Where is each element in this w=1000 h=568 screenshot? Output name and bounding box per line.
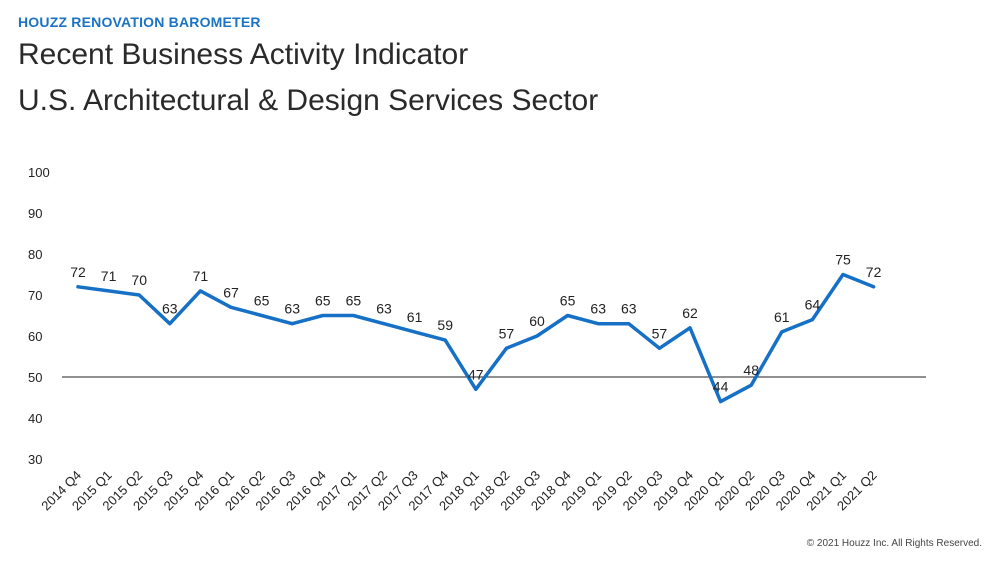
data-label: 63 (590, 301, 606, 317)
data-point (657, 346, 661, 350)
data-point (76, 285, 80, 289)
data-point (627, 322, 631, 326)
data-label: 65 (315, 293, 331, 309)
y-tick-label: 70 (28, 288, 42, 303)
data-label: 63 (376, 301, 392, 317)
data-label: 61 (407, 309, 423, 325)
data-label: 60 (529, 313, 545, 329)
data-label: 70 (131, 272, 147, 288)
data-point (168, 322, 172, 326)
data-point (107, 289, 111, 293)
data-point (841, 273, 845, 276)
chart-title-line-1: Recent Business Activity Indicator (18, 38, 469, 71)
data-point (229, 305, 233, 309)
series-line (76, 272, 876, 404)
copyright-notice: © 2021 Houzz Inc. All Rights Reserved. (806, 538, 982, 549)
data-label: 44 (713, 379, 729, 395)
data-label: 65 (560, 293, 576, 309)
data-point (749, 383, 753, 387)
data-label: 61 (774, 309, 790, 325)
y-tick-label: 100 (28, 165, 50, 180)
y-tick-label: 40 (28, 411, 42, 426)
data-label: 59 (437, 317, 453, 333)
data-point (719, 400, 723, 404)
chart-title-line-2: U.S. Architectural & Design Services Sec… (18, 84, 599, 117)
y-tick-label: 60 (28, 329, 42, 344)
data-label: 65 (254, 293, 270, 309)
data-label: 57 (652, 325, 668, 341)
data-label: 57 (499, 325, 515, 341)
data-label: 67 (223, 284, 239, 300)
data-label: 71 (101, 268, 117, 284)
data-label: 48 (743, 362, 759, 378)
data-label: 47 (468, 366, 484, 382)
data-label: 64 (805, 297, 821, 313)
data-point (596, 322, 600, 326)
kicker-label: HOUZZ RENOVATION BAROMETER (18, 14, 261, 30)
y-tick-label: 80 (28, 247, 42, 262)
data-point (504, 346, 508, 350)
data-point (780, 330, 784, 334)
data-point (137, 293, 141, 297)
data-point (321, 314, 325, 317)
data-label: 63 (284, 301, 300, 317)
data-label: 72 (70, 264, 86, 280)
data-point (566, 314, 570, 317)
data-point (413, 330, 417, 334)
y-tick-label: 90 (28, 206, 42, 221)
data-point (382, 322, 386, 326)
data-label: 62 (682, 305, 698, 321)
data-point (688, 326, 692, 330)
data-point (290, 322, 294, 326)
data-point (535, 334, 539, 338)
data-point (443, 338, 447, 342)
y-tick-label: 50 (28, 370, 42, 385)
data-point (474, 387, 478, 391)
data-point (872, 285, 876, 289)
data-point (351, 314, 355, 317)
data-label: 72 (866, 264, 882, 280)
data-label: 63 (162, 301, 178, 317)
data-point (198, 289, 202, 293)
y-tick-label: 30 (28, 452, 42, 467)
data-label: 75 (835, 252, 851, 268)
data-label: 65 (346, 293, 362, 309)
data-point (260, 314, 264, 317)
data-label: 71 (193, 268, 209, 284)
data-point (810, 318, 814, 322)
data-label: 63 (621, 301, 637, 317)
